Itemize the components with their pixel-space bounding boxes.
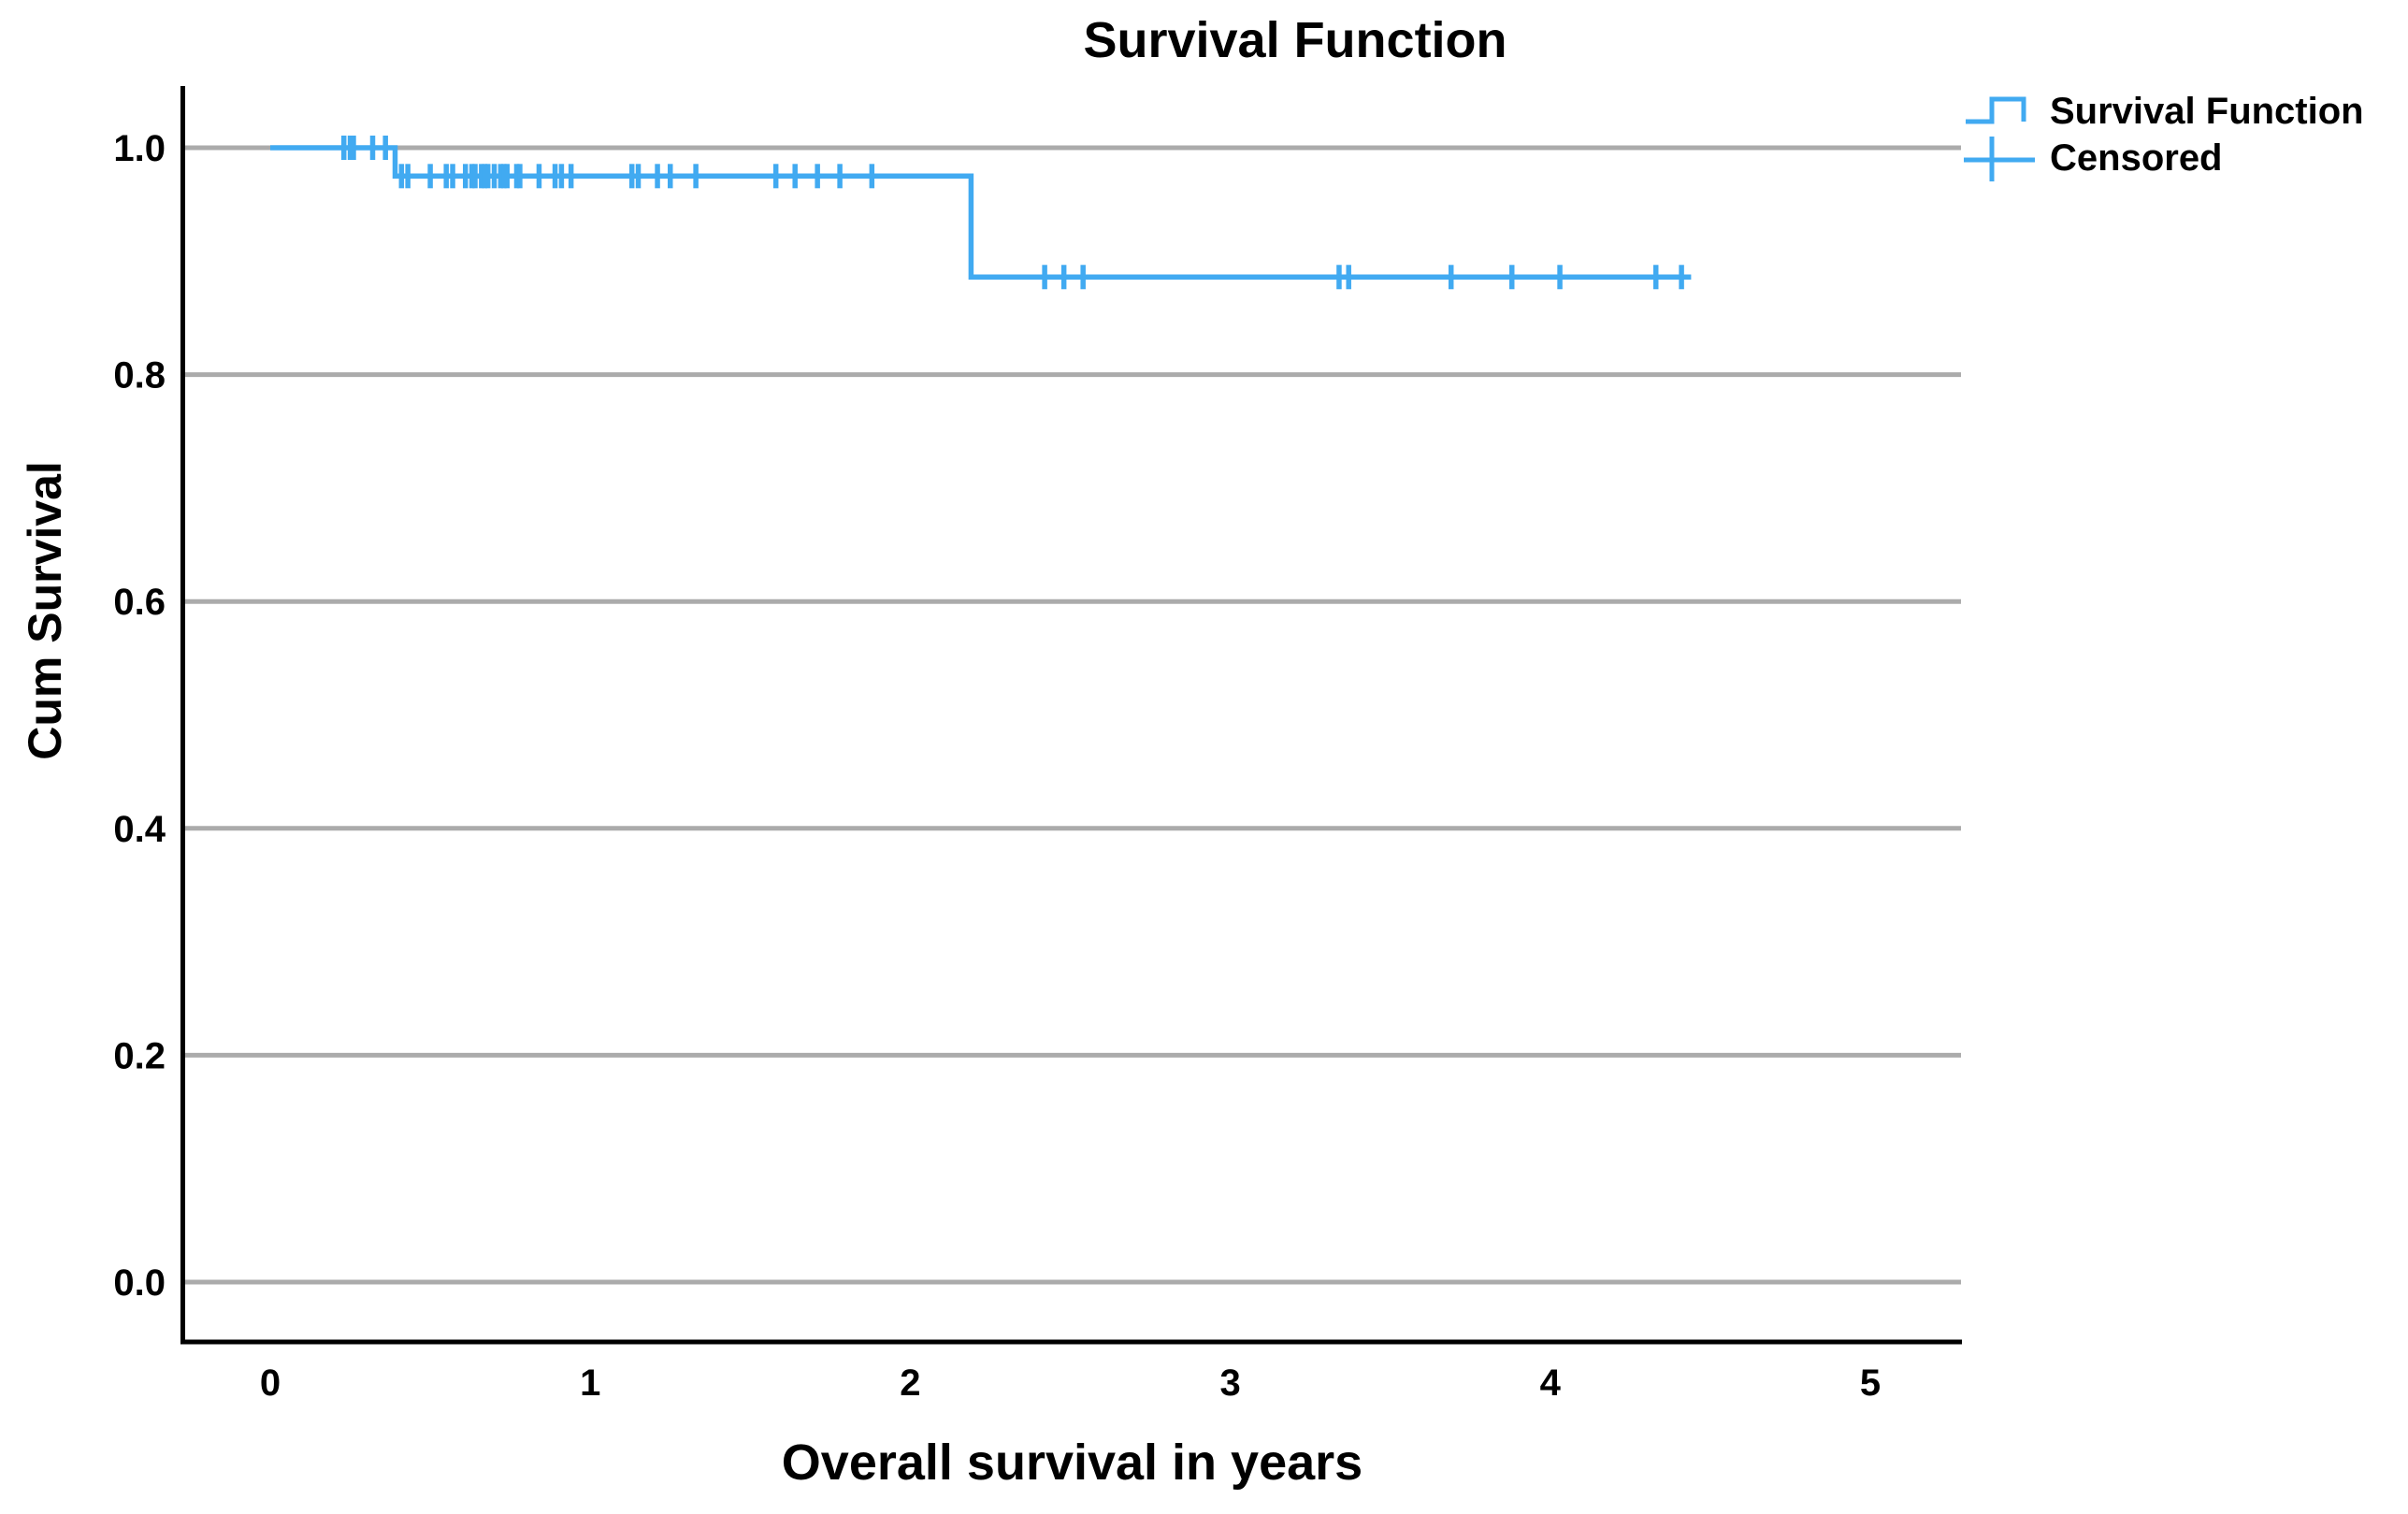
svg-text:3: 3	[1219, 1363, 1240, 1404]
svg-text:0.6: 0.6	[113, 582, 166, 623]
axes	[180, 86, 1962, 1345]
legend: Survival Function Censored	[1964, 88, 2364, 181]
svg-text:1: 1	[580, 1363, 600, 1404]
legend-label-survival-function: Survival Function	[2050, 90, 2364, 132]
svg-text:0.0: 0.0	[113, 1262, 166, 1304]
svg-text:0.2: 0.2	[113, 1035, 166, 1076]
svg-text:0: 0	[260, 1363, 281, 1404]
svg-text:4: 4	[1540, 1363, 1562, 1404]
svg-text:0.8: 0.8	[113, 355, 166, 397]
svg-text:5: 5	[1860, 1363, 1881, 1404]
svg-text:1.0: 1.0	[113, 128, 166, 169]
step-line-icon	[1966, 96, 2026, 124]
svg-text:2: 2	[900, 1363, 920, 1404]
legend-label-censored: Censored	[2050, 137, 2223, 179]
legend-item-survival-function: Survival Function	[1964, 88, 2364, 135]
chart-title: Survival Function	[1083, 12, 1507, 68]
legend-item-censored: Censored	[1964, 135, 2364, 181]
plus-mark-icon	[1964, 137, 2035, 181]
x-axis-title: Overall survival in years	[781, 1435, 1363, 1491]
censored-marks	[340, 136, 1684, 290]
svg-text:0.4: 0.4	[113, 809, 166, 850]
tick-labels: 0 1 2 3 4 5 0.0 0.2 0.4 0.6 0.8 1.0	[113, 128, 1881, 1404]
gridlines	[182, 145, 1961, 1285]
